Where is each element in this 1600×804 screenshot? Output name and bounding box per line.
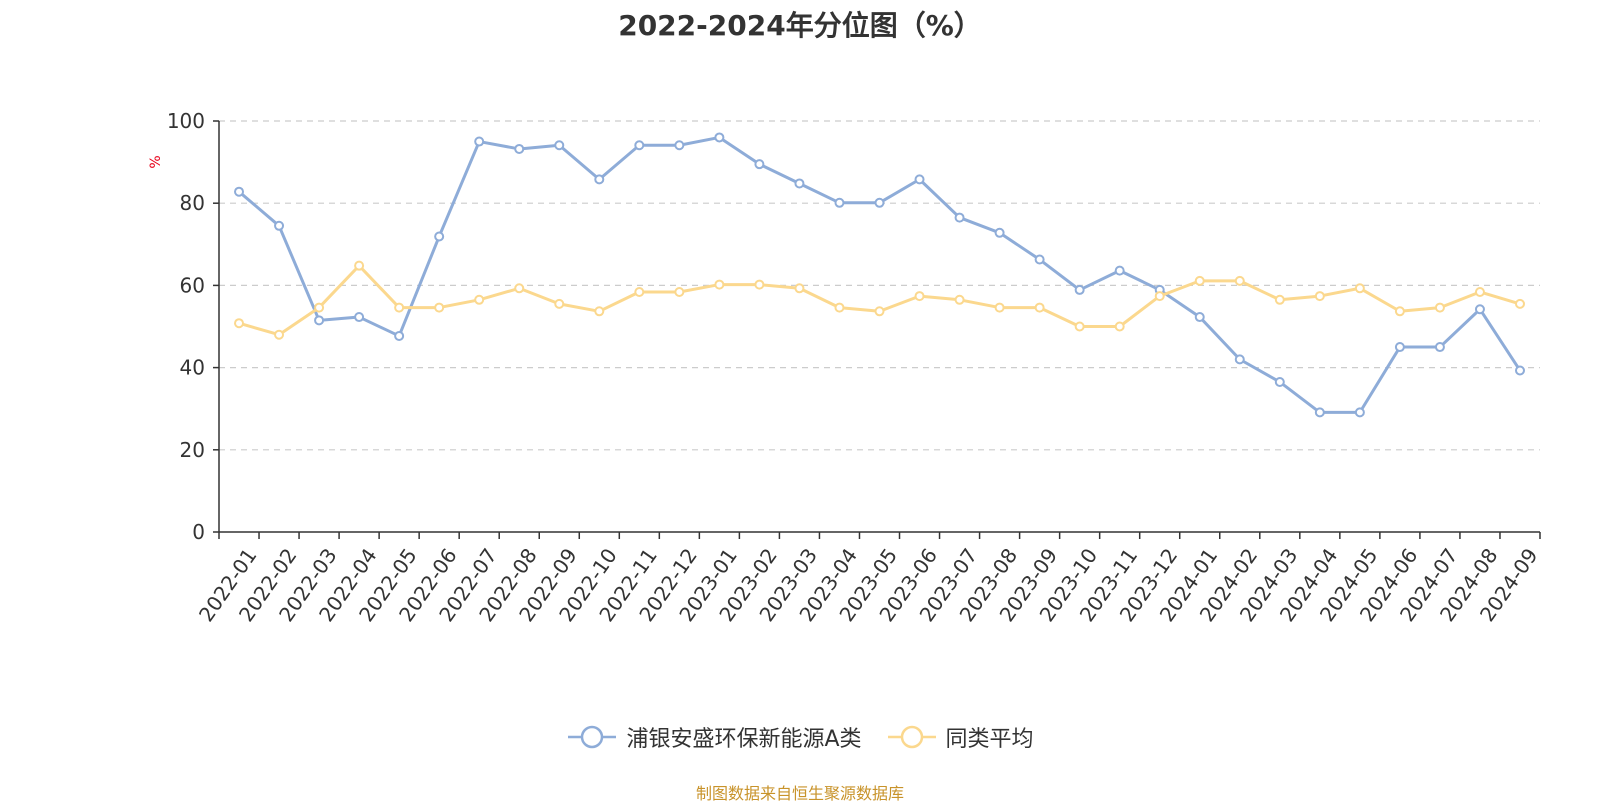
- chart-title: 2022-2024年分位图（%）: [618, 9, 982, 42]
- data-point: [354, 260, 365, 271]
- data-point: [1234, 275, 1245, 286]
- data-point: [1074, 284, 1085, 295]
- data-point: [1274, 294, 1285, 305]
- data-point: [1194, 275, 1205, 286]
- data-point: [434, 231, 445, 242]
- data-point: [394, 302, 405, 313]
- legend-label: 浦银安盛环保新能源A类: [626, 727, 862, 752]
- series-lines: [234, 132, 1525, 418]
- data-point: [594, 306, 605, 317]
- data-point: [834, 197, 845, 208]
- data-point: [514, 283, 525, 294]
- series-0: [234, 132, 1525, 418]
- data-point: [1354, 283, 1365, 294]
- data-point: [754, 159, 765, 170]
- source-note: 制图数据来自恒生聚源数据库: [695, 784, 904, 803]
- data-point: [914, 291, 925, 302]
- y-tick-label: 20: [180, 438, 205, 462]
- grid-lines: [219, 120, 1540, 451]
- data-point: [914, 174, 925, 185]
- legend-line-circle-icon: [568, 725, 617, 749]
- data-point: [714, 279, 725, 290]
- data-point: [1434, 302, 1445, 313]
- data-point: [1434, 342, 1445, 353]
- data-point: [874, 197, 885, 208]
- data-point: [1274, 376, 1285, 387]
- y-tick-label: 60: [180, 273, 205, 297]
- data-point: [1514, 365, 1525, 376]
- data-point: [1314, 407, 1325, 418]
- data-point: [274, 220, 285, 231]
- data-point: [1114, 265, 1125, 276]
- data-point: [634, 286, 645, 297]
- data-point: [794, 283, 805, 294]
- data-point: [1034, 302, 1045, 313]
- data-point: [1474, 304, 1485, 315]
- y-tick-label: 0: [192, 520, 205, 544]
- data-point: [1114, 321, 1125, 332]
- data-point: [954, 212, 965, 223]
- series-line: [237, 264, 1522, 337]
- data-point: [474, 294, 485, 305]
- data-point: [1074, 321, 1085, 332]
- data-point: [1194, 312, 1205, 323]
- legend: 浦银安盛环保新能源A类 同类平均: [0, 722, 1600, 752]
- y-tick-label: 100: [167, 109, 205, 133]
- data-point: [1514, 298, 1525, 309]
- legend-line-circle-icon: [887, 725, 936, 749]
- data-point: [274, 329, 285, 340]
- data-point: [1154, 291, 1165, 302]
- data-point: [1234, 354, 1245, 365]
- y-tick-label: 80: [180, 191, 205, 215]
- data-point: [514, 143, 525, 154]
- legend-item[interactable]: 同类平均: [886, 721, 1034, 753]
- data-point: [834, 302, 845, 313]
- data-point: [314, 302, 325, 313]
- data-point: [234, 318, 245, 329]
- legend-label: 同类平均: [945, 727, 1034, 752]
- data-point: [994, 302, 1005, 313]
- data-point: [354, 312, 365, 323]
- data-point: [714, 132, 725, 143]
- series-line: [237, 135, 1522, 414]
- data-point: [1034, 254, 1045, 265]
- y-axis-label: %: [148, 155, 164, 168]
- series-1: [234, 260, 1525, 340]
- data-point: [554, 140, 565, 151]
- data-point: [594, 174, 605, 185]
- data-point: [674, 286, 685, 297]
- data-point: [634, 140, 645, 151]
- data-point: [794, 178, 805, 189]
- axes: [213, 120, 1541, 539]
- y-tick-label: 40: [180, 356, 205, 380]
- data-point: [474, 136, 485, 147]
- data-point: [1314, 291, 1325, 302]
- data-point: [874, 306, 885, 317]
- data-point: [994, 227, 1005, 238]
- data-point: [234, 186, 245, 197]
- data-point: [1474, 286, 1485, 297]
- data-point: [1394, 342, 1405, 353]
- data-point: [754, 279, 765, 290]
- data-point: [554, 298, 565, 309]
- data-point: [434, 302, 445, 313]
- data-point: [954, 294, 965, 305]
- data-point: [1354, 407, 1365, 418]
- data-point: [1394, 306, 1405, 317]
- data-point: [314, 315, 325, 326]
- data-point: [394, 330, 405, 341]
- data-point: [674, 140, 685, 151]
- legend-item[interactable]: 浦银安盛环保新能源A类: [566, 721, 862, 753]
